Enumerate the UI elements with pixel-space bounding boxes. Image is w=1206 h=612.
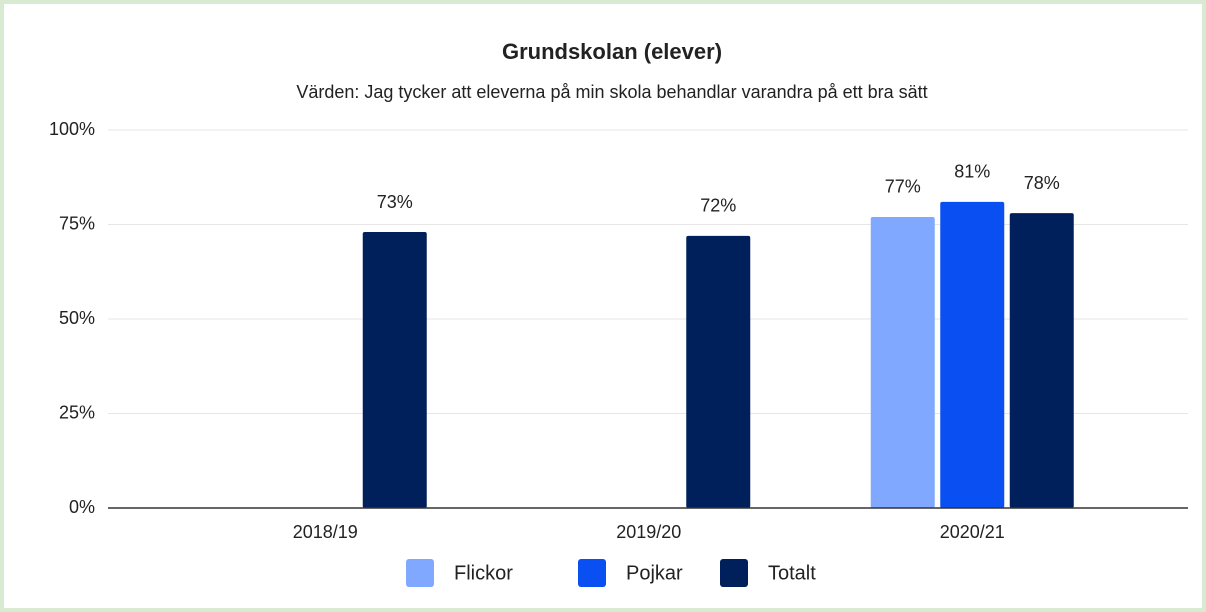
data-label: 73% — [377, 192, 413, 212]
bar — [870, 216, 935, 508]
legend-label: Flickor — [454, 562, 513, 584]
y-tick-label: 50% — [59, 308, 95, 328]
legend-label: Pojkar — [626, 562, 683, 584]
y-tick-label: 75% — [59, 213, 95, 233]
legend-swatch — [720, 559, 748, 587]
chart: Grundskolan (elever) Värden: Jag tycker … — [49, 39, 1188, 587]
chart-title: Grundskolan (elever) — [502, 39, 722, 64]
chart-subtitle: Värden: Jag tycker att eleverna på min s… — [296, 82, 927, 102]
legend-swatch — [406, 559, 434, 587]
data-label: 78% — [1024, 173, 1060, 193]
data-label: 77% — [885, 177, 921, 197]
legend-label: Totalt — [768, 562, 816, 584]
x-tick-label: 2019/20 — [616, 522, 681, 542]
bar — [686, 235, 751, 508]
data-label: 72% — [700, 196, 736, 216]
x-tick-label: 2020/21 — [940, 522, 1005, 542]
legend-swatch — [578, 559, 606, 587]
y-tick-label: 25% — [59, 402, 95, 422]
y-tick-label: 100% — [49, 119, 95, 139]
y-tick-label: 0% — [69, 497, 95, 517]
bar — [362, 232, 427, 508]
bar — [1009, 213, 1074, 508]
data-label: 81% — [954, 162, 990, 182]
bar — [940, 201, 1005, 508]
x-tick-label: 2018/19 — [293, 522, 358, 542]
